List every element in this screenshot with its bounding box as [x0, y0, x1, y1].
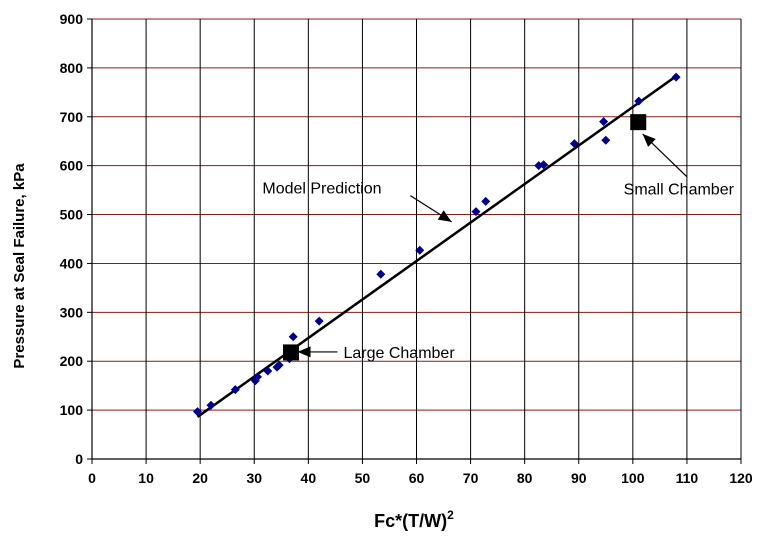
- x-tick-label: 50: [355, 470, 371, 486]
- x-tick-label: 70: [463, 470, 479, 486]
- y-tick-label: 200: [60, 353, 84, 369]
- x-tick-label: 20: [192, 470, 208, 486]
- data-point: [481, 196, 491, 206]
- data-point: [263, 366, 273, 376]
- data-point: [539, 160, 549, 170]
- data-point: [601, 135, 611, 145]
- annotations: Model Prediction Large Chamber Small Chamb…: [262, 133, 735, 362]
- y-axis-title: Pressure at Seal Failure, kPa: [11, 163, 28, 369]
- data-point: [288, 332, 298, 342]
- data-point: [599, 117, 609, 127]
- data-point: [415, 245, 425, 255]
- x-tick-label: 120: [729, 470, 753, 486]
- y-tick-label: 0: [75, 451, 83, 467]
- data-series: [192, 72, 681, 418]
- small-chamber-arrow-head: [642, 133, 656, 147]
- x-tick-label: 80: [517, 470, 533, 486]
- model-prediction-arrow-head: [437, 210, 452, 222]
- data-point: [274, 360, 284, 370]
- model-prediction-label: Model Prediction: [262, 181, 381, 198]
- x-tick-label: 60: [409, 470, 425, 486]
- model-prediction-line: [196, 75, 677, 418]
- x-tick-label: 40: [301, 470, 317, 486]
- x-tick-label: 0: [88, 470, 96, 486]
- x-axis-title-base: Fc*(T/W): [374, 511, 447, 531]
- y-tick-label: 400: [60, 255, 84, 271]
- x-tick-label: 100: [621, 470, 645, 486]
- large-chamber-marker: [283, 344, 300, 361]
- x-tick-label: 90: [571, 470, 587, 486]
- large-chamber-arrow-head: [297, 346, 311, 358]
- data-point: [206, 400, 216, 410]
- data-point: [634, 96, 644, 106]
- y-tick-label: 700: [60, 109, 84, 125]
- small-chamber-marker: [630, 114, 647, 131]
- data-point: [671, 72, 681, 82]
- data-point: [252, 372, 262, 382]
- y-tick-label: 600: [60, 158, 84, 174]
- x-tick-label: 10: [138, 470, 154, 486]
- grid: [92, 18, 742, 459]
- axes: 0 100 200 300 400 500 600 700 800 900 0 10 20 30 40 50 6…: [60, 11, 753, 486]
- x-axis-title-superscript: 2: [447, 508, 454, 522]
- data-point: [230, 385, 240, 395]
- data-point: [192, 407, 202, 417]
- y-tick-label: 800: [60, 60, 84, 76]
- y-tick-label: 100: [60, 402, 84, 418]
- small-chamber-label: Small Chamber: [624, 182, 735, 199]
- data-point: [314, 316, 324, 326]
- x-tick-label: 110: [676, 470, 699, 486]
- x-tick-label: 30: [246, 470, 262, 486]
- x-axis-title: Fc*(T/W)2: [374, 508, 454, 531]
- y-tick-label: 500: [60, 207, 84, 223]
- data-point: [376, 269, 386, 279]
- y-tick-label: 900: [60, 11, 84, 27]
- large-chamber-label: Large Chamber: [343, 345, 455, 362]
- y-tick-label: 300: [60, 304, 84, 320]
- data-point: [471, 207, 481, 217]
- data-point: [569, 139, 579, 149]
